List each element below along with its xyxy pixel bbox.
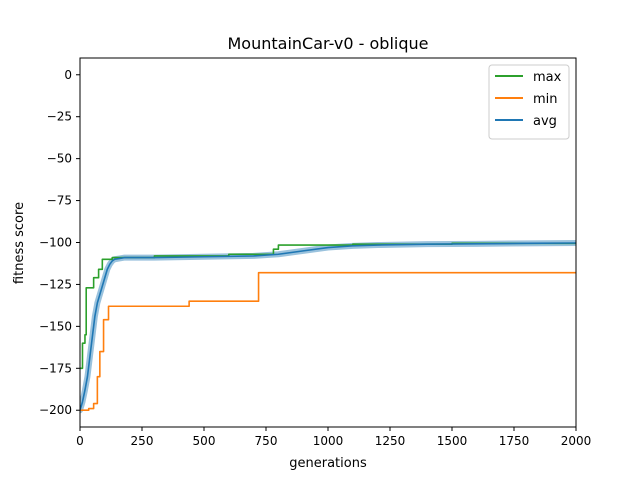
x-tick-label: 2000 — [561, 434, 592, 448]
y-axis-label: fitness score — [12, 202, 27, 284]
x-tick-label: 250 — [131, 434, 154, 448]
legend-label-max: max — [533, 70, 562, 85]
x-axis-label: generations — [289, 456, 367, 471]
axes: 0 250 500 750 1000 1250 1500 1750 2000 0 −25 −50 −75… — [39, 57, 592, 448]
x-tick-label: 1500 — [437, 434, 468, 448]
series-line-avg — [80, 242, 576, 411]
y-tick-label: −200 — [39, 403, 72, 417]
y-tick-label: −150 — [39, 319, 72, 333]
x-tick-label: 750 — [255, 434, 278, 448]
y-tick-label: −125 — [39, 277, 72, 291]
series-line-max — [80, 242, 576, 370]
plot-area — [80, 240, 576, 414]
legend-label-min: min — [533, 92, 558, 107]
y-tick-label: −50 — [47, 152, 72, 166]
y-tick-label: −75 — [47, 194, 72, 208]
y-tick-label: −100 — [39, 236, 72, 250]
y-tick-label: 0 — [64, 68, 72, 82]
x-tick-label: 1250 — [375, 434, 406, 448]
y-tick-label: −175 — [39, 361, 72, 375]
y-tick-label: −25 — [47, 110, 72, 124]
legend-label-avg: avg — [533, 114, 557, 129]
legend: max min avg — [488, 64, 570, 140]
series-group — [80, 240, 576, 414]
x-tick-label: 0 — [76, 434, 84, 448]
x-tick-label: 1000 — [313, 434, 344, 448]
series-line-min — [80, 271, 576, 412]
chart-title: MountainCar-v0 - oblique — [228, 34, 429, 53]
x-tick-label: 500 — [193, 434, 216, 448]
x-tick-label: 1750 — [499, 434, 530, 448]
